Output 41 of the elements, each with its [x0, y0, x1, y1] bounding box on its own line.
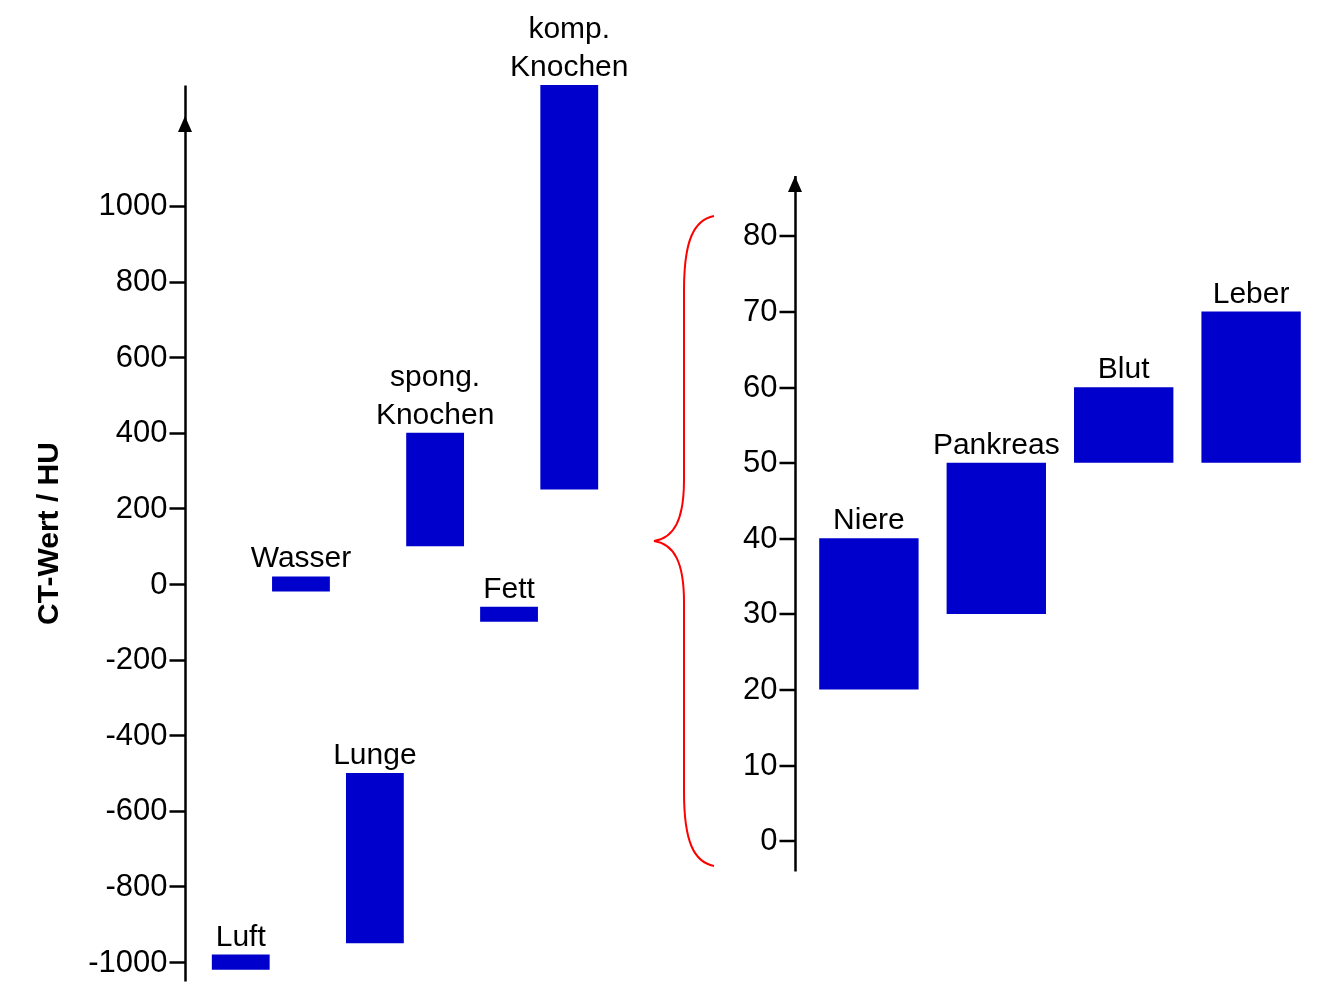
y-tick-label: 1000 — [98, 187, 168, 223]
y-tick-label: 0 — [760, 822, 778, 858]
bar — [1201, 311, 1301, 463]
y-tick-label: 0 — [150, 565, 168, 601]
y-tick-label: 800 — [115, 263, 168, 299]
data-label: Wasser — [250, 540, 352, 574]
data-label: Pankreas — [932, 426, 1060, 460]
data-label: spong. Knochen — [375, 358, 495, 430]
y-tick-label: -400 — [105, 716, 168, 752]
data-label: Luft — [215, 918, 267, 952]
y-tick-label: 400 — [115, 414, 168, 450]
y-tick-label: -600 — [105, 792, 168, 828]
y-tick-label: 60 — [743, 368, 778, 404]
bar — [819, 538, 919, 690]
data-label: Leber — [1212, 275, 1290, 309]
y-tick-label: 50 — [743, 444, 778, 480]
y-tick-label: -200 — [105, 641, 168, 677]
bar — [406, 432, 465, 547]
y-tick-label: 20 — [743, 671, 778, 707]
bar — [946, 462, 1046, 614]
y-tick-label: 70 — [743, 293, 778, 329]
data-label: komp. Knochen — [510, 11, 629, 82]
data-label: Lunge — [333, 737, 417, 771]
y-tick-label: 600 — [115, 338, 168, 374]
y-tick-label: 200 — [115, 489, 168, 525]
y-tick-label: -1000 — [88, 943, 168, 979]
data-label: Fett — [483, 570, 536, 604]
y-tick-label: 10 — [743, 746, 778, 782]
bar — [540, 85, 599, 490]
data-label: Niere — [833, 502, 905, 536]
y-tick-label: 40 — [743, 519, 778, 555]
bar — [211, 954, 270, 970]
y-axis-title: CT-Wert / HU — [31, 442, 65, 625]
bar — [272, 576, 330, 592]
y-tick-label: -800 — [105, 867, 168, 903]
bar — [480, 606, 538, 622]
data-label: Blut — [1097, 351, 1151, 385]
y-tick-label: 80 — [743, 217, 778, 253]
y-tick-label: 30 — [743, 595, 778, 631]
bar — [345, 773, 404, 944]
bar — [1074, 387, 1174, 463]
